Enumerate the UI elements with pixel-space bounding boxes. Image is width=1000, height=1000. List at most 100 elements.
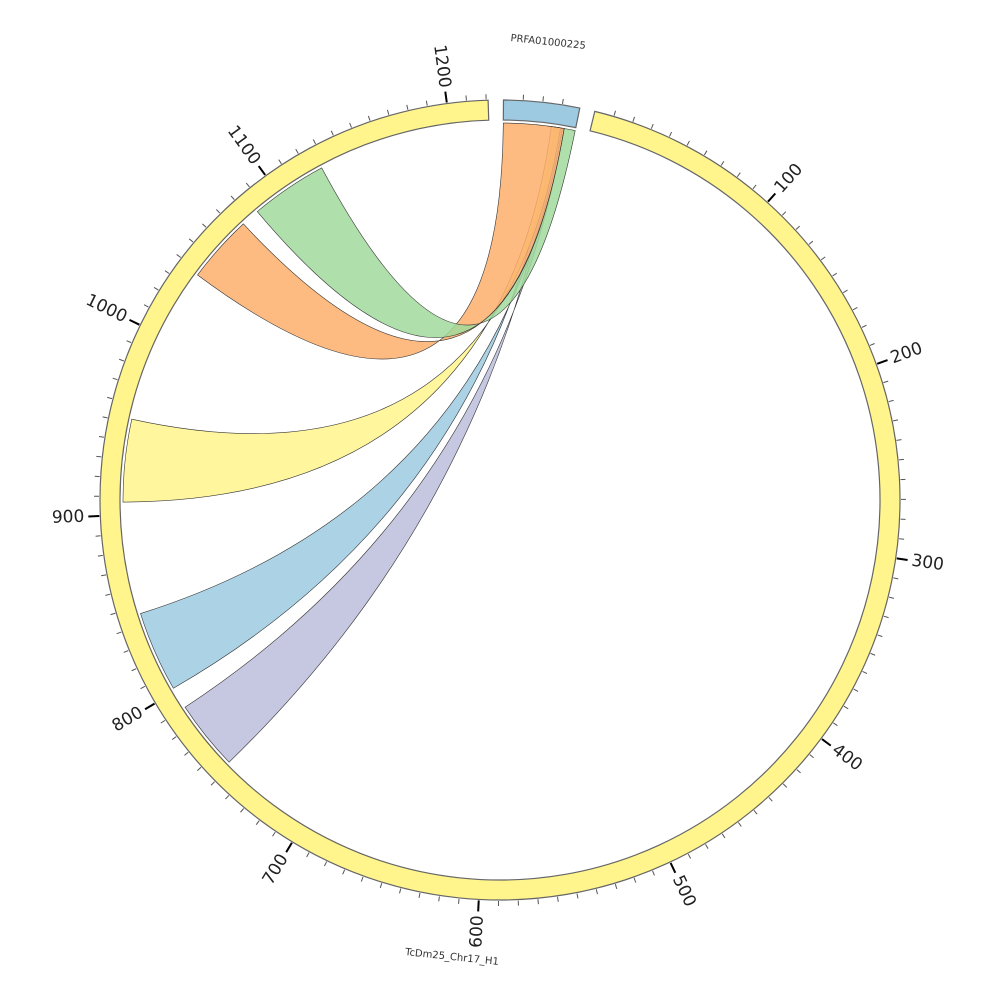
minor-tick	[650, 123, 654, 129]
minor-tick	[883, 380, 889, 384]
tick-label: 200	[888, 338, 925, 368]
minor-tick	[562, 98, 564, 104]
minor-tick	[97, 554, 103, 557]
link-green	[256, 128, 576, 338]
minor-tick	[116, 631, 122, 635]
minor-tick	[852, 306, 858, 311]
minor-tick	[295, 148, 299, 154]
links-layer	[122, 122, 576, 763]
minor-tick	[861, 324, 867, 328]
chromosome-TcDm25_Chr17_H1	[99, 99, 901, 901]
tick-label: 600	[466, 915, 488, 948]
major-tick	[876, 359, 888, 365]
minor-tick	[324, 861, 328, 867]
minor-tick	[278, 159, 282, 165]
minor-tick	[160, 719, 166, 724]
minor-tick	[870, 652, 876, 656]
minor-tick	[399, 888, 402, 894]
minor-tick	[176, 254, 181, 258]
major-tick	[477, 900, 480, 912]
minor-tick	[557, 896, 559, 902]
minor-tick	[184, 751, 189, 756]
minor-tick	[753, 810, 758, 815]
tick-label: 900	[52, 507, 85, 528]
minor-tick	[418, 892, 421, 898]
minor-tick	[188, 238, 194, 243]
minor-tick	[330, 130, 334, 136]
major-tick	[896, 557, 908, 561]
minor-tick	[542, 96, 544, 102]
minor-tick	[131, 668, 137, 672]
minor-tick	[360, 876, 364, 882]
minor-tick	[832, 272, 838, 277]
minor-tick	[438, 896, 440, 902]
chromosome-PRFA01000225	[502, 99, 581, 129]
minor-tick	[272, 831, 276, 837]
minor-tick	[140, 685, 146, 690]
minor-tick	[112, 377, 118, 381]
minor-tick	[668, 131, 673, 137]
minor-tick	[893, 577, 899, 580]
tick-label: 1100	[223, 122, 265, 169]
tick-label: 100	[771, 160, 808, 198]
minor-tick	[781, 211, 787, 216]
major-tick	[444, 91, 448, 103]
minor-tick	[853, 688, 859, 692]
minor-tick	[888, 596, 895, 599]
minor-tick	[143, 304, 149, 308]
minor-tick	[379, 883, 383, 889]
tick-label: 300	[910, 551, 945, 576]
minor-tick	[896, 439, 902, 441]
minor-tick	[843, 705, 849, 710]
minor-tick	[406, 104, 409, 110]
minor-tick	[833, 722, 838, 727]
minor-tick	[210, 781, 215, 786]
minor-tick	[796, 769, 801, 774]
tick-label: 1200	[429, 43, 455, 89]
minor-tick	[349, 122, 352, 128]
major-tick	[285, 842, 293, 853]
minor-tick	[197, 766, 202, 772]
tick-label: 1000	[83, 290, 131, 327]
minor-tick	[883, 615, 889, 619]
minor-tick	[820, 256, 826, 261]
minor-tick	[105, 593, 111, 596]
minor-tick	[98, 436, 105, 438]
minor-tick	[633, 877, 637, 883]
minor-tick	[342, 869, 346, 875]
minor-tick	[126, 340, 132, 344]
minor-tick	[202, 223, 207, 228]
minor-tick	[752, 184, 757, 190]
minor-tick	[768, 797, 773, 802]
minor-tick	[240, 808, 245, 813]
minor-tick	[425, 100, 428, 106]
minor-tick	[230, 195, 235, 200]
minor-tick	[809, 754, 814, 759]
minor-tick	[782, 783, 788, 788]
minor-tick	[842, 289, 848, 294]
minor-tick	[101, 574, 107, 577]
minor-tick	[102, 416, 108, 419]
tick-label: 400	[828, 740, 866, 775]
minor-tick	[687, 853, 692, 859]
chromosome-label: TcDm25_Chr17_H1	[404, 947, 500, 968]
chromosome-label: PRFA01000225	[510, 33, 586, 52]
minor-tick	[705, 844, 709, 849]
minor-tick	[808, 240, 814, 245]
tick-label: 800	[109, 703, 147, 737]
minor-tick	[386, 109, 390, 115]
minor-tick	[737, 822, 742, 827]
minor-tick	[119, 358, 125, 362]
minor-tick	[703, 150, 708, 156]
major-tick	[821, 738, 832, 747]
minor-tick	[614, 883, 618, 889]
minor-tick	[720, 161, 725, 166]
minor-tick	[107, 396, 113, 400]
minor-tick	[225, 795, 230, 800]
major-tick	[257, 165, 266, 176]
minor-tick	[216, 209, 221, 214]
major-tick	[669, 862, 677, 874]
minor-tick	[652, 870, 655, 876]
